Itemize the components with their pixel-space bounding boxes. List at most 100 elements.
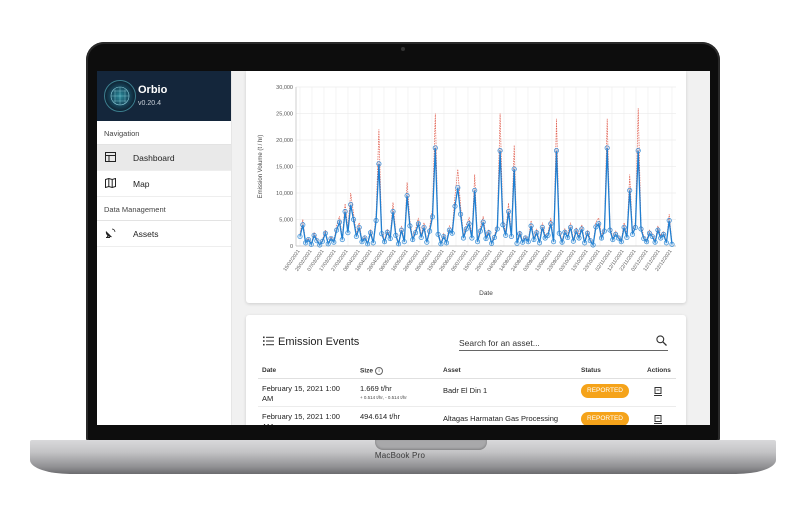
data-point xyxy=(455,185,461,191)
sidebar-item-dashboard[interactable]: Dashboard xyxy=(97,145,231,171)
data-point xyxy=(483,236,489,242)
data-point xyxy=(365,241,371,247)
data-point xyxy=(429,214,435,220)
app-name: Orbio xyxy=(138,84,168,96)
data-point xyxy=(486,230,492,236)
data-point xyxy=(599,235,605,241)
action-view-icon[interactable] xyxy=(654,415,662,424)
data-point xyxy=(669,241,675,247)
sidebar-item-label: Map xyxy=(133,179,150,189)
data-point xyxy=(627,187,633,193)
data-point xyxy=(573,228,579,234)
data-management-section-title: Data Management xyxy=(104,205,166,214)
map-icon xyxy=(105,178,116,188)
data-point xyxy=(503,232,509,238)
data-point xyxy=(537,240,543,246)
data-point xyxy=(638,226,644,232)
data-point xyxy=(539,224,545,230)
data-point xyxy=(427,228,433,234)
data-point xyxy=(655,227,661,233)
data-point xyxy=(610,237,616,243)
list-icon xyxy=(263,336,274,346)
data-point xyxy=(489,240,495,246)
data-point xyxy=(367,230,373,236)
dashboard-icon xyxy=(105,152,116,162)
column-header-date[interactable]: Date xyxy=(262,367,277,374)
data-point xyxy=(615,235,621,241)
event-date: February 15, 2021 1:00 AM xyxy=(262,412,340,425)
data-point xyxy=(359,239,365,245)
data-point xyxy=(621,224,627,230)
data-point xyxy=(424,239,430,245)
data-point xyxy=(336,219,342,225)
data-point xyxy=(522,235,528,241)
data-point xyxy=(635,148,641,154)
data-point xyxy=(480,219,486,225)
nav-section-title: Navigation xyxy=(104,129,140,138)
data-point xyxy=(469,235,475,241)
data-point xyxy=(624,235,630,241)
status-badge: REPORTED xyxy=(581,412,629,425)
app-screen: Orbio v0.20.4 Navigation Dashboard Map D… xyxy=(97,71,710,425)
data-point xyxy=(551,239,557,245)
data-point xyxy=(463,226,469,232)
y-tick-label: 10,000 xyxy=(276,191,293,197)
data-point xyxy=(601,228,607,234)
data-point xyxy=(477,228,483,234)
data-point xyxy=(514,240,520,246)
data-point xyxy=(334,227,340,233)
data-point xyxy=(570,238,576,244)
data-point xyxy=(351,217,357,223)
data-point xyxy=(297,233,303,239)
data-point xyxy=(407,223,413,229)
webcam xyxy=(401,47,405,51)
data-point xyxy=(517,231,523,237)
data-point xyxy=(438,241,444,247)
y-tick-label: 0 xyxy=(290,244,293,250)
data-point xyxy=(320,238,326,244)
emission-series-line xyxy=(299,147,673,247)
data-point xyxy=(379,231,385,237)
event-asset: Badr El Din 1 xyxy=(443,386,488,395)
column-header-asset[interactable]: Asset xyxy=(443,367,461,374)
event-size-range: + 0.514 t/hr, - 0.514 t/hr xyxy=(360,395,407,400)
data-point xyxy=(314,238,320,244)
data-point xyxy=(441,233,447,239)
emission-line-chart: 05,00010,00015,00020,00025,00030,00015/0… xyxy=(258,85,676,297)
data-point xyxy=(342,209,348,215)
orbio-logo-icon xyxy=(104,80,136,112)
column-header-size[interactable]: Size i xyxy=(360,367,384,375)
column-header-status[interactable]: Status xyxy=(581,367,601,374)
data-point xyxy=(582,240,588,246)
event-asset: Altagas Harmatan Gas Processing xyxy=(443,414,559,423)
info-icon[interactable]: i xyxy=(375,367,384,375)
device-label: MacBook Pro xyxy=(374,451,426,460)
data-point xyxy=(458,211,464,217)
data-point xyxy=(494,226,500,232)
asset-search-input[interactable] xyxy=(459,335,668,351)
data-point xyxy=(401,239,407,245)
data-point xyxy=(618,239,624,245)
sidebar-item-map[interactable]: Map xyxy=(97,171,231,197)
data-point xyxy=(604,145,610,151)
table-row[interactable]: February 15, 2021 1:00 AM 494.614 t/hr A… xyxy=(246,407,686,425)
emission-events-title: Emission Events xyxy=(278,336,360,348)
search-icon[interactable] xyxy=(656,335,667,346)
data-point xyxy=(362,235,368,241)
data-point xyxy=(584,230,590,236)
data-point xyxy=(528,223,534,229)
sidebar-item-assets[interactable]: Assets xyxy=(97,221,231,247)
data-point xyxy=(311,232,317,238)
data-point xyxy=(325,241,331,247)
data-point xyxy=(370,240,376,246)
data-point xyxy=(421,224,427,230)
column-header-size-label: Size xyxy=(360,367,374,375)
table-row[interactable]: February 15, 2021 1:00 AM 1.669 t/hr + 0… xyxy=(246,379,686,407)
data-point xyxy=(432,145,438,151)
y-tick-label: 30,000 xyxy=(276,85,293,91)
data-point xyxy=(525,239,531,245)
data-point xyxy=(446,227,452,233)
data-point xyxy=(508,233,514,239)
action-view-icon[interactable] xyxy=(654,387,662,396)
